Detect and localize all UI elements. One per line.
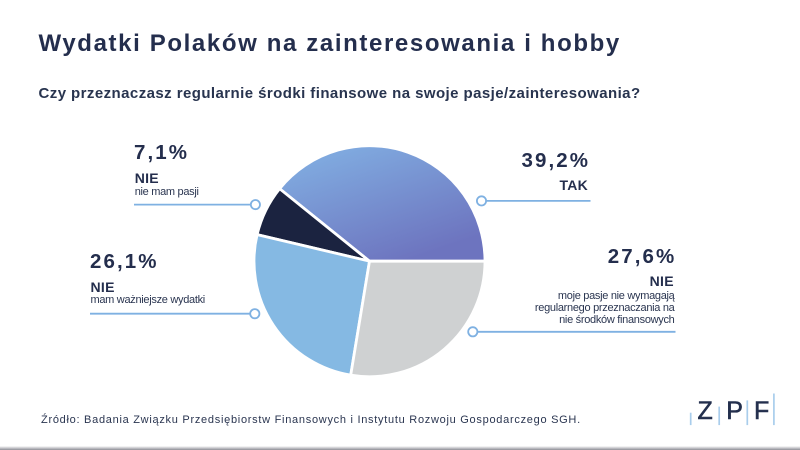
- svg-text:F: F: [754, 397, 769, 425]
- svg-text:Z: Z: [698, 397, 713, 425]
- svg-text:P: P: [726, 397, 743, 425]
